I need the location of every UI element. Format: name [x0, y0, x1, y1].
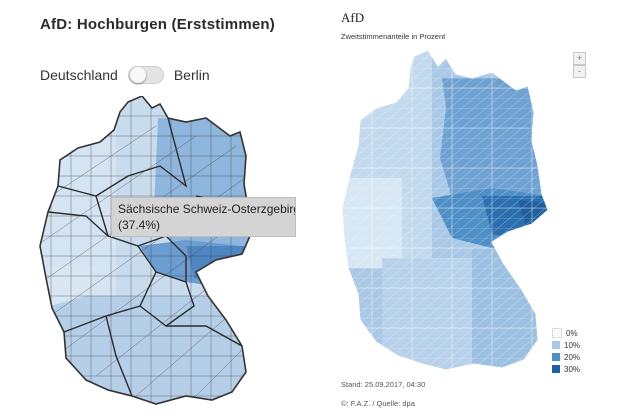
zoom-in-button[interactable]: +	[573, 52, 586, 65]
legend-item-0: 0%	[552, 327, 580, 339]
south-region-fill[interactable]	[36, 296, 286, 408]
legend-item-3: 30%	[552, 363, 580, 375]
legend-swatch-1	[552, 341, 560, 349]
toggle-label-deutschland[interactable]: Deutschland	[40, 67, 118, 83]
legend-swatch-3	[552, 365, 560, 373]
left-map-regions[interactable]	[36, 96, 286, 408]
legend-swatch-0	[552, 328, 562, 338]
right-map-regions[interactable]	[342, 48, 592, 374]
state-borders	[47, 117, 243, 397]
data-source: ©: F.A.Z. / Quelle: dpa	[341, 399, 415, 408]
data-timestamp: Stand: 25.09.2017, 04:30	[341, 380, 426, 389]
highlighted-district-fill[interactable]	[186, 246, 250, 284]
left-germany-map[interactable]	[36, 96, 286, 408]
legend-swatch-2	[552, 353, 560, 361]
color-legend: 0% 10% 20% 30%	[552, 327, 580, 375]
left-map-title: AfD: Hochburgen (Erststimmen)	[40, 16, 275, 33]
toggle-label-berlin[interactable]: Berlin	[173, 67, 210, 83]
tooltip-district-name: Sächsische Schweiz-Osterzgebirge	[118, 202, 296, 216]
legend-label-3: 30%	[564, 364, 581, 374]
tooltip-district-value: (37.4%)	[118, 218, 161, 232]
right-map-subtitle: Zweitstimmenanteile in Prozent	[341, 32, 446, 41]
toggle-knob[interactable]	[129, 67, 146, 83]
right-map-title: AfD	[341, 10, 365, 25]
legend-label-2: 20%	[564, 352, 581, 362]
left-country-outline	[39, 96, 251, 405]
legend-item-2: 20%	[552, 351, 580, 363]
region-toggle-switch[interactable]	[127, 66, 164, 84]
district-tooltip: Sächsische Schweiz-Osterzgebirge (37.4%)	[111, 197, 296, 237]
legend-label-1: 10%	[564, 340, 581, 350]
legend-item-1: 10%	[552, 339, 580, 351]
right-country-outline	[342, 49, 549, 371]
right-germany-map[interactable]	[342, 48, 592, 374]
zoom-out-button[interactable]: -	[573, 65, 586, 78]
right-panel: AfD Zweitstimmenanteile in Prozent + -	[330, 0, 639, 416]
district-grid	[342, 50, 548, 370]
left-panel: AfD: Hochburgen (Erststimmen) Deutschlan…	[0, 0, 318, 416]
legend-label-0: 0%	[566, 328, 578, 338]
region-toggle-row: Deutschland Berlin	[40, 64, 210, 86]
district-borders	[342, 50, 548, 370]
